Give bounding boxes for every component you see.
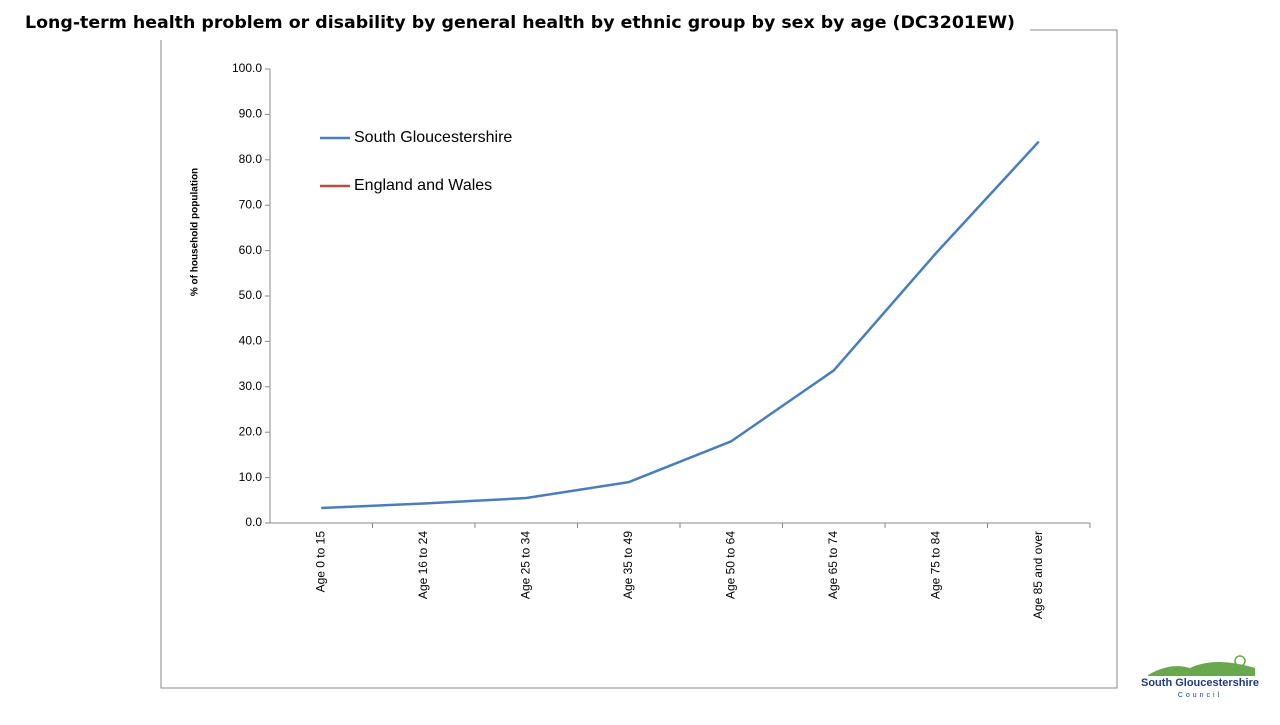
chart-title: Long-term health problem or disability b… <box>25 13 1015 33</box>
y-tick-label: 80.0 <box>239 152 263 166</box>
x-tick-label: Age 75 to 84 <box>928 531 942 599</box>
y-axis-label: % of household population <box>190 168 201 296</box>
title-background <box>20 8 1030 40</box>
legend-label: England and Wales <box>354 177 492 194</box>
x-tick-label: Age 16 to 24 <box>416 531 430 599</box>
logo-tree <box>1234 655 1246 667</box>
chart-frame <box>160 29 1118 689</box>
logo-hills <box>1148 662 1255 676</box>
logo-name: South Gloucestershire <box>1141 677 1259 689</box>
y-tick-label: 50.0 <box>239 288 263 302</box>
legend-label: South Gloucestershire <box>354 129 512 146</box>
x-tick-label: Age 25 to 34 <box>518 531 532 599</box>
y-tick-label: 90.0 <box>239 107 263 121</box>
x-tick-label: Age 0 to 15 <box>313 531 327 593</box>
y-tick-label: 60.0 <box>239 243 263 257</box>
y-tick-label: 10.0 <box>239 470 263 484</box>
x-tick-label: Age 65 to 74 <box>826 531 840 599</box>
x-tick-label: Age 50 to 64 <box>723 531 737 599</box>
series-line <box>321 140 1040 510</box>
x-tick-label: Age 35 to 49 <box>621 531 635 599</box>
logo-subtitle: Council <box>1178 692 1222 699</box>
y-tick-label: 20.0 <box>239 424 263 438</box>
y-tick-label: 0.0 <box>245 515 262 529</box>
x-tick-label: Age 85 and over <box>1031 531 1045 619</box>
y-tick-label: 100.0 <box>232 61 262 75</box>
y-tick-label: 30.0 <box>239 379 263 393</box>
y-tick-label: 40.0 <box>239 334 263 348</box>
y-tick-label: 70.0 <box>239 197 263 211</box>
logo: South Gloucestershire Council <box>1141 655 1259 699</box>
